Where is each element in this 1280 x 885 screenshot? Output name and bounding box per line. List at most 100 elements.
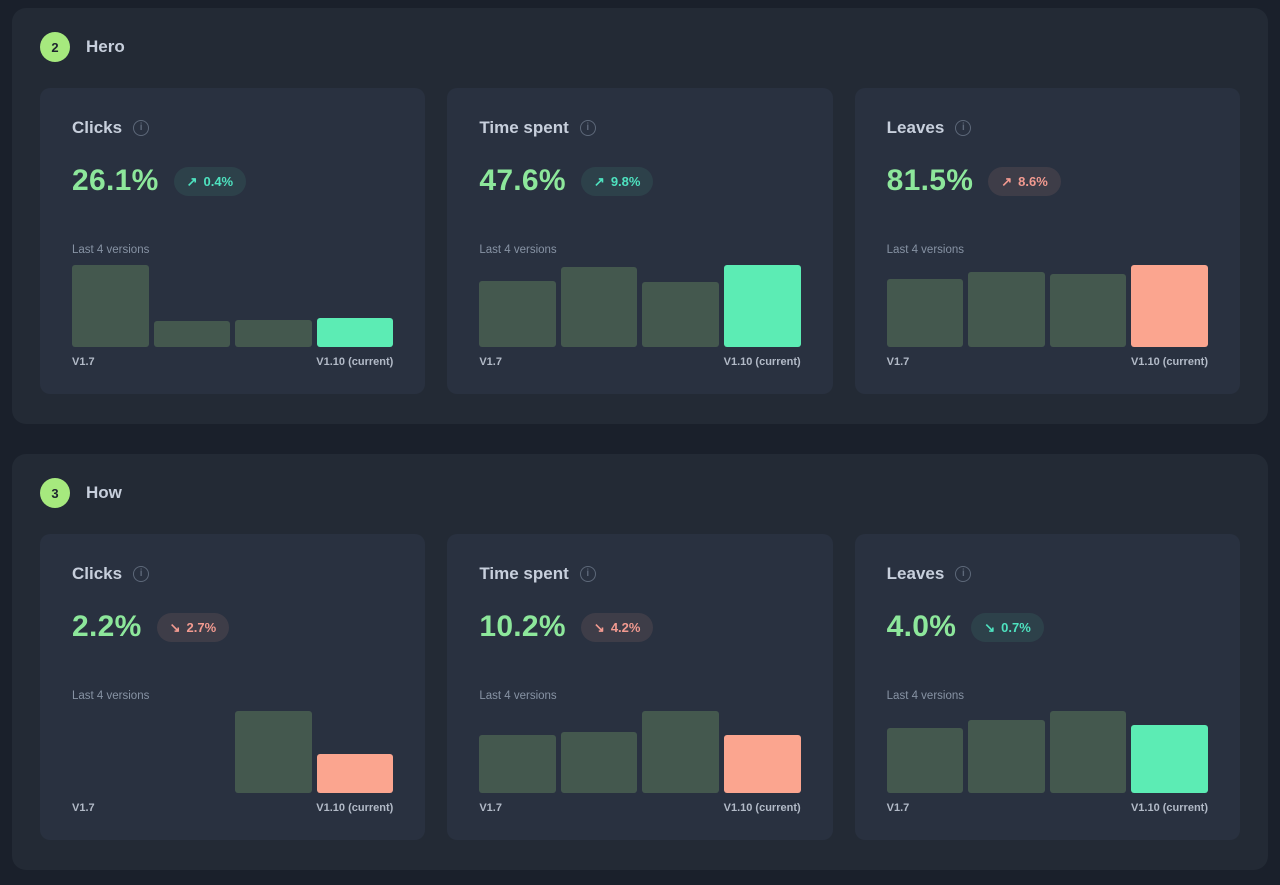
section-hero: 2 Hero Clicks i 26.1% ↗ 0.4% Last 4 vers… (12, 8, 1268, 424)
metric-value: 26.1% (72, 164, 159, 197)
card-title-row: Leaves i (887, 118, 1208, 138)
version-bar (560, 267, 638, 347)
history-range-label: Last 4 versions (886, 690, 965, 702)
version-bar-chart (72, 711, 394, 793)
axis-row: V1.7 V1.10 (current) (479, 802, 800, 814)
version-bar (968, 720, 1045, 793)
value-row: 47.6% ↗ 9.8% (479, 164, 800, 198)
history-range-label: Last 4 versions (72, 244, 150, 256)
info-icon[interactable]: i (133, 120, 150, 136)
delta-badge: ↘ 0.7% (971, 612, 1044, 642)
current-version-bar (1131, 265, 1209, 347)
axis-label-end: V1.10 (current) (316, 356, 394, 368)
section-header: 2 Hero (40, 32, 1240, 62)
trend-down-icon: ↘ (169, 619, 181, 635)
version-bar (886, 728, 964, 793)
card-title-row: Leaves i (887, 564, 1208, 584)
axis-row: V1.7 V1.10 (current) (72, 356, 393, 368)
delta-value: 2.7% (186, 619, 217, 635)
axis-label-end: V1.10 (current) (723, 356, 801, 368)
version-bar (886, 278, 964, 347)
metric-title: Leaves (886, 118, 945, 137)
version-bar (235, 711, 312, 793)
version-bar (642, 711, 720, 793)
current-version-bar (316, 753, 394, 793)
version-bar (235, 319, 312, 347)
version-bar-chart (72, 265, 394, 347)
version-bar (1049, 711, 1127, 793)
delta-badge: ↗ 0.4% (173, 166, 247, 196)
value-row: 2.2% ↘ 2.7% (72, 610, 393, 644)
metric-cards-row: Clicks i 26.1% ↗ 0.4% Last 4 versions V1… (40, 88, 1240, 394)
section-number-badge: 2 (40, 32, 70, 62)
axis-label-end: V1.10 (current) (316, 802, 394, 814)
metric-value: 47.6% (479, 164, 566, 197)
metric-cards-row: Clicks i 2.2% ↘ 2.7% Last 4 versions V1.… (40, 534, 1240, 840)
metric-title: Leaves (886, 564, 945, 583)
axis-label-start: V1.7 (479, 356, 502, 368)
info-icon[interactable]: i (133, 566, 150, 582)
section-title: Hero (86, 37, 125, 56)
metric-card-time-spent: Time spent i 10.2% ↘ 4.2% Last 4 version… (447, 534, 833, 840)
card-title-row: Time spent i (479, 564, 800, 584)
current-version-bar (1131, 724, 1209, 793)
value-row: 4.0% ↘ 0.7% (887, 610, 1208, 644)
axis-label-end: V1.10 (current) (1130, 356, 1208, 368)
delta-value: 4.2% (610, 619, 641, 635)
version-bar-chart (479, 711, 801, 793)
delta-badge: ↗ 8.6% (988, 166, 1061, 196)
metric-card-leaves: Leaves i 81.5% ↗ 8.6% Last 4 versions V1… (854, 88, 1240, 394)
axis-label-start: V1.7 (886, 356, 910, 368)
delta-value: 0.7% (1001, 619, 1031, 635)
version-bar (153, 320, 231, 347)
delta-value: 0.4% (203, 173, 234, 189)
delta-badge: ↘ 2.7% (156, 612, 230, 642)
metric-title: Time spent (479, 118, 569, 137)
metric-value: 10.2% (479, 610, 566, 643)
delta-value: 8.6% (1018, 173, 1048, 189)
current-version-bar (724, 265, 801, 347)
history-range-label: Last 4 versions (72, 690, 150, 702)
section-header: 3 How (40, 478, 1240, 508)
trend-down-icon: ↘ (984, 619, 996, 635)
metric-value: 4.0% (886, 610, 957, 643)
metric-value: 81.5% (886, 164, 974, 197)
axis-label-start: V1.7 (72, 802, 95, 814)
axis-label-start: V1.7 (72, 356, 95, 368)
card-title-row: Clicks i (72, 118, 393, 138)
version-bar (479, 281, 556, 347)
metric-value: 2.2% (72, 610, 142, 643)
card-title-row: Time spent i (479, 118, 800, 138)
version-bar (72, 265, 149, 347)
section-how: 3 How Clicks i 2.2% ↘ 2.7% Last 4 versio… (12, 454, 1268, 870)
metric-card-leaves: Leaves i 4.0% ↘ 0.7% Last 4 versions V1.… (854, 534, 1240, 840)
info-icon[interactable]: i (579, 566, 596, 582)
axis-label-start: V1.7 (479, 802, 502, 814)
version-bar (560, 731, 638, 793)
info-icon[interactable]: i (579, 120, 596, 136)
current-version-bar (724, 734, 801, 793)
axis-row: V1.7 V1.10 (current) (887, 802, 1208, 814)
metric-card-time-spent: Time spent i 47.6% ↗ 9.8% Last 4 version… (447, 88, 833, 394)
history-range-label: Last 4 versions (479, 690, 557, 702)
delta-badge: ↗ 9.8% (580, 166, 654, 196)
current-version-bar (316, 318, 394, 347)
info-icon[interactable]: i (955, 566, 972, 582)
value-row: 81.5% ↗ 8.6% (887, 164, 1208, 198)
card-title-row: Clicks i (72, 564, 393, 584)
history-range-label: Last 4 versions (886, 244, 965, 256)
metric-title: Clicks (72, 564, 123, 583)
version-bar-chart (886, 711, 1209, 793)
section-title: How (86, 483, 122, 502)
version-bar (1049, 274, 1127, 347)
info-icon[interactable]: i (955, 120, 972, 136)
version-bar (479, 734, 556, 793)
metric-title: Clicks (72, 118, 123, 137)
delta-value: 9.8% (610, 173, 641, 189)
trend-down-icon: ↘ (593, 619, 605, 635)
version-bar-chart (479, 265, 801, 347)
metric-title: Time spent (479, 564, 569, 583)
axis-label-end: V1.10 (current) (723, 802, 801, 814)
version-bar (642, 282, 720, 347)
value-row: 10.2% ↘ 4.2% (479, 610, 800, 644)
